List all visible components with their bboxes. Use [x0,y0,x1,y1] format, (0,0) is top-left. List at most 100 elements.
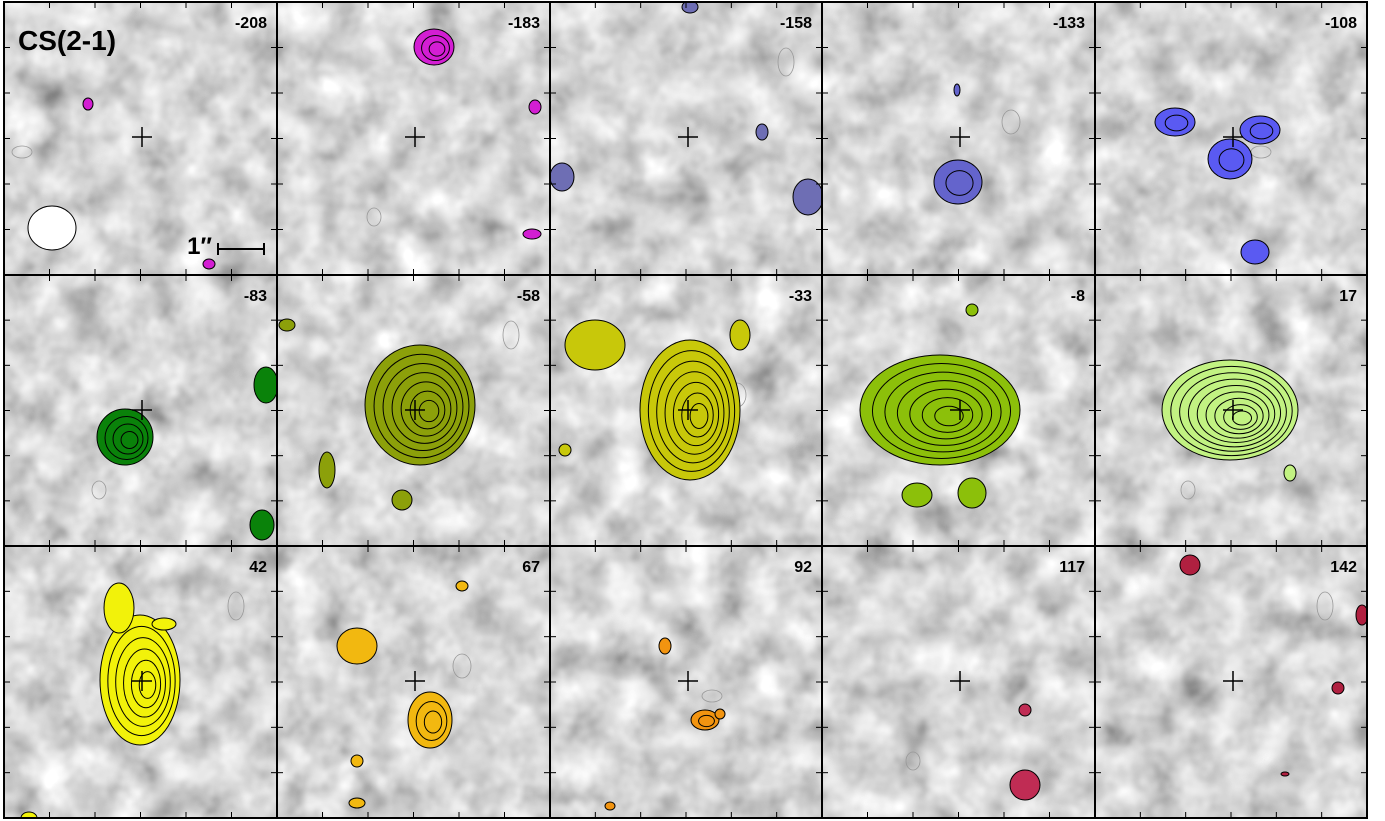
emission-blob [407,691,453,749]
emission-blob [1239,115,1281,145]
negative-contour [11,145,33,159]
emission-blob [1154,107,1196,137]
emission-blob [103,582,135,634]
contour [400,381,452,437]
emission-blob [253,366,277,404]
contour [681,392,714,438]
contour [415,700,448,742]
emission-blob [528,99,542,115]
velocity-label: -208 [235,15,267,32]
emission-blob [1283,464,1297,482]
negative-contour [1316,591,1334,621]
contour [1214,397,1264,435]
contour [689,403,709,429]
emission-blob [1240,239,1270,265]
contour [120,431,139,449]
negative-contour [905,751,921,771]
emission-blob [901,482,933,508]
contour [391,372,458,444]
velocity-label: -58 [517,288,540,305]
emission-blob [278,318,296,332]
emission-blob [792,178,822,216]
panel-content [91,366,277,541]
contour [884,371,1002,453]
panel-content [1179,554,1367,777]
emission-blob [729,319,751,351]
panel-content [1154,107,1281,265]
emission-blob [522,228,542,240]
emission-blob [604,801,616,811]
negative-contour [777,47,795,77]
negative-contour [227,591,245,621]
emission-blob [1018,703,1032,717]
emission-blob [318,451,336,489]
panel-content [550,2,822,216]
emission-blob [550,162,575,192]
panel: -8 [821,274,1096,547]
panel-content [604,637,726,811]
contour [373,353,470,459]
emission-blob [336,627,378,665]
emission-blob [151,617,177,631]
emission-blob [455,580,469,592]
velocity-label: 17 [1339,288,1357,305]
contour [672,381,720,447]
emission-blob [364,344,476,466]
contour [1179,372,1287,452]
emission-blob [413,28,455,66]
negative-contour [502,320,520,350]
contour [1164,114,1189,132]
negative-contour [1180,480,1196,500]
emission-blob [1179,554,1201,576]
contour [1205,391,1270,439]
contour [934,405,964,427]
emission-blob [391,489,413,511]
contour [428,41,446,57]
panel: -33 [549,274,823,547]
emission-blob [1280,771,1290,777]
panel-content [366,28,542,240]
emission-blob [348,797,366,809]
panel: 117 [821,545,1096,819]
emission-blob [965,303,979,317]
emission-blob [564,319,626,371]
negative-contour [1001,109,1021,135]
contour [130,659,162,709]
emission-blob [859,354,1021,466]
velocity-label: -133 [1053,15,1085,32]
panel-content [905,703,1041,801]
negative-contour [452,653,472,679]
velocity-label: -83 [244,288,267,305]
contour [1187,378,1282,448]
velocity-label: -158 [780,15,812,32]
velocity-label: 142 [1330,559,1357,576]
contour [909,388,983,440]
panel: -58 [276,274,551,547]
contour [698,714,715,728]
figure-title: CS(2-1) [18,25,116,56]
emission-blob [957,477,987,509]
emission-blob [658,637,672,655]
panel-content [11,97,216,270]
contour [115,637,171,727]
panels: -208 -183 -158 -133 -108 -83 -58 -33 -8 17 42 67 92 1… [3,1,1368,819]
contour [138,671,157,699]
emission-blob [20,811,38,818]
contour [647,350,736,472]
panel-content [336,580,472,809]
emission-blob [1207,138,1253,180]
scale-bar-label: 1″ [187,233,212,260]
panel-frame [1094,545,1368,819]
velocity-label: -33 [789,288,812,305]
panel: -183 [276,1,551,276]
emission-blob [755,123,769,141]
negative-contour [701,689,723,703]
contour [1170,365,1293,457]
contour [1249,122,1274,140]
contour [871,363,1012,459]
panel: -108 [1094,1,1368,276]
negative-contour [366,207,382,227]
panel-content [933,83,1021,205]
